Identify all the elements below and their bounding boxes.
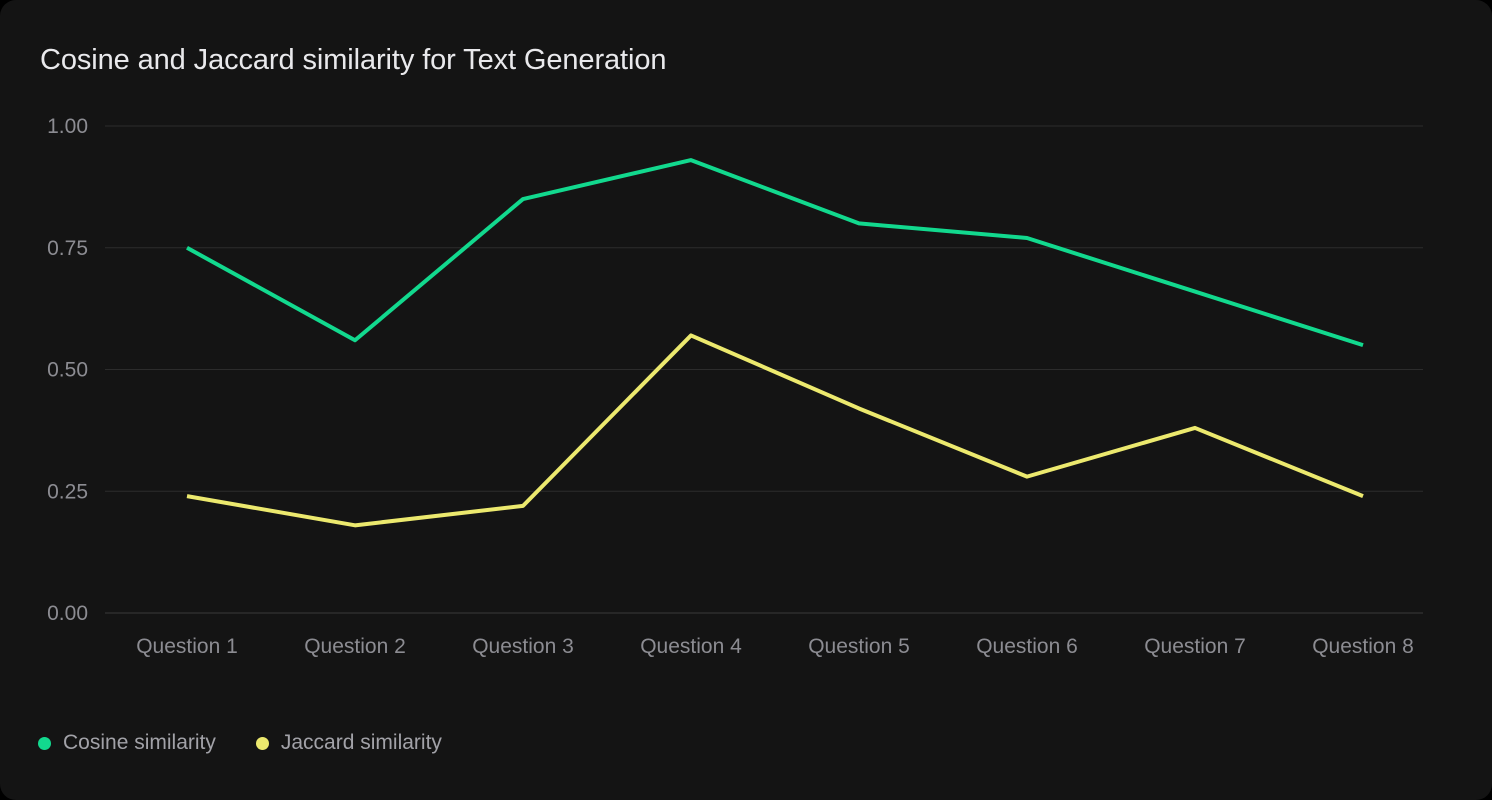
jaccard-legend-dot-icon — [255, 736, 269, 750]
x-tick-label: Question 6 — [976, 635, 1078, 658]
cosine-legend-dot-icon — [38, 736, 51, 750]
y-tick-label: 1.00 — [47, 115, 88, 138]
chart-title: Cosine and Jaccard similarity for Text G… — [40, 44, 667, 76]
series-line-jaccard-similarity[interactable] — [186, 333, 1364, 528]
y-tick-label: 0.00 — [47, 602, 88, 625]
legend-item-cosine[interactable]: Cosine similarity — [38, 731, 216, 755]
chart-legend: Cosine similarity Jaccard similarity — [38, 731, 482, 755]
x-tick-label: Question 1 — [136, 635, 238, 658]
legend-item-jaccard[interactable]: Jaccard similarity — [255, 731, 442, 755]
grid-layer — [105, 125, 1423, 614]
x-tick-label: Question 4 — [640, 635, 742, 658]
y-tick-label: 0.25 — [47, 480, 88, 503]
y-axis-labels: 0.00 0.25 0.50 0.75 1.00 — [47, 115, 88, 625]
series-layer — [186, 158, 1364, 528]
y-tick-label: 0.75 — [47, 237, 88, 260]
legend-label-cosine: Cosine similarity — [63, 731, 216, 754]
x-axis-labels: Question 1 Question 2 Question 3 Question 4… — [136, 635, 1414, 658]
x-tick-label: Question 5 — [808, 635, 910, 658]
x-tick-label: Question 2 — [304, 635, 406, 658]
series-line-cosine-similarity[interactable] — [186, 158, 1364, 348]
x-tick-label: Question 3 — [472, 635, 574, 658]
x-tick-label: Question 7 — [1144, 635, 1246, 658]
y-tick-label: 0.50 — [47, 359, 88, 382]
legend-label-jaccard: Jaccard similarity — [280, 731, 442, 754]
x-tick-label: Question 8 — [1312, 635, 1414, 658]
